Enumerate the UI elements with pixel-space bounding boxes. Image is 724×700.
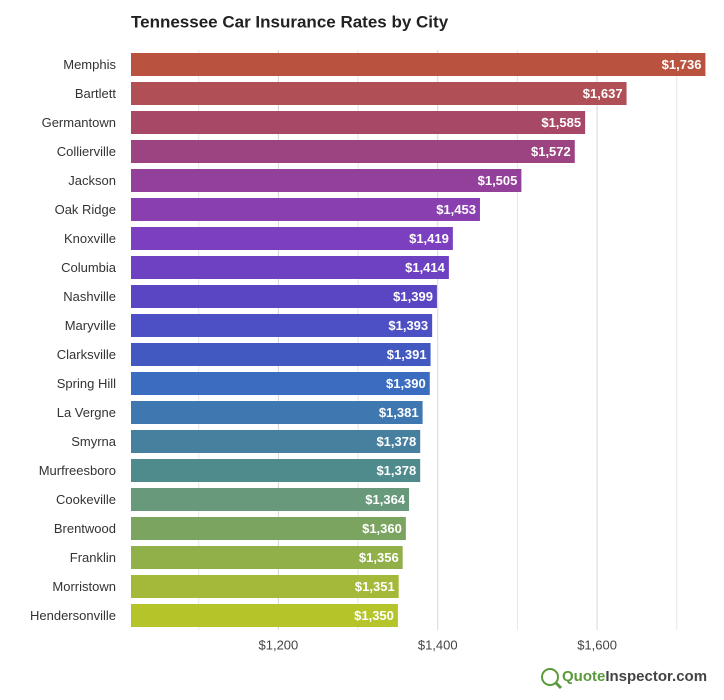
- bar: [131, 488, 410, 511]
- y-tick-label: Jackson: [68, 173, 116, 188]
- y-tick-label: Murfreesboro: [39, 463, 116, 478]
- bar: [131, 140, 575, 163]
- value-label: $1,419: [409, 231, 449, 246]
- bar: [131, 256, 449, 279]
- value-label: $1,378: [376, 463, 416, 478]
- bar: [131, 575, 399, 598]
- bar: [131, 285, 437, 308]
- bar: [131, 169, 522, 192]
- value-label: $1,391: [387, 347, 427, 362]
- value-label: $1,351: [355, 579, 395, 594]
- bar: [131, 517, 406, 540]
- logo-first: Quote: [562, 668, 605, 685]
- logo: QuoteInspector.com: [541, 668, 707, 690]
- value-label: $1,399: [393, 289, 433, 304]
- value-label: $1,453: [436, 202, 476, 217]
- value-label: $1,736: [662, 57, 702, 72]
- bar: [131, 459, 421, 482]
- value-label: $1,390: [386, 376, 426, 391]
- logo-second: Inspector.com: [605, 668, 707, 685]
- bar: [131, 227, 453, 250]
- y-tick-label: Knoxville: [64, 231, 116, 246]
- bar: [131, 401, 423, 424]
- logo-text: QuoteInspector.com: [562, 668, 707, 685]
- bar: [131, 198, 480, 221]
- bar: [131, 53, 706, 76]
- bar: [131, 546, 403, 569]
- x-tick-label: $1,400: [418, 637, 458, 652]
- y-tick-label: Nashville: [63, 289, 116, 304]
- bar: [131, 82, 627, 105]
- y-tick-label: Morristown: [52, 579, 116, 594]
- y-tick-label: Collierville: [57, 144, 116, 159]
- y-tick-label: Oak Ridge: [55, 202, 116, 217]
- value-label: $1,360: [362, 521, 402, 536]
- bar: [131, 372, 430, 395]
- y-tick-label: La Vergne: [57, 405, 116, 420]
- y-tick-label: Brentwood: [54, 521, 116, 536]
- y-tick-label: Spring Hill: [57, 376, 116, 391]
- value-label: $1,378: [376, 434, 416, 449]
- value-label: $1,381: [379, 405, 419, 420]
- value-label: $1,637: [583, 86, 623, 101]
- value-label: $1,572: [531, 144, 571, 159]
- bar: [131, 111, 586, 134]
- y-tick-label: Smyrna: [71, 434, 117, 449]
- value-label: $1,350: [354, 608, 394, 623]
- y-tick-label: Franklin: [70, 550, 116, 565]
- bar: [131, 430, 421, 453]
- value-label: $1,414: [405, 260, 446, 275]
- bar: [131, 314, 433, 337]
- y-tick-label: Hendersonville: [30, 608, 116, 623]
- y-tick-label: Cookeville: [56, 492, 116, 507]
- y-tick-label: Clarksville: [57, 347, 116, 362]
- x-tick-label: $1,600: [577, 637, 617, 652]
- value-label: $1,356: [359, 550, 399, 565]
- chart-title: Tennessee Car Insurance Rates by City: [131, 12, 449, 31]
- bar: [131, 604, 398, 627]
- y-tick-label: Maryville: [65, 318, 116, 333]
- value-label: $1,505: [478, 173, 518, 188]
- bar: [131, 343, 431, 366]
- y-tick-label: Germantown: [42, 115, 116, 130]
- x-tick-label: $1,200: [259, 637, 299, 652]
- y-tick-label: Columbia: [61, 260, 117, 275]
- value-label: $1,364: [365, 492, 406, 507]
- value-label: $1,393: [388, 318, 428, 333]
- logo-icon: [541, 668, 559, 686]
- logo-icon-handle: [554, 681, 563, 690]
- y-tick-label: Memphis: [63, 57, 116, 72]
- value-label: $1,585: [541, 115, 581, 130]
- y-tick-label: Bartlett: [75, 86, 117, 101]
